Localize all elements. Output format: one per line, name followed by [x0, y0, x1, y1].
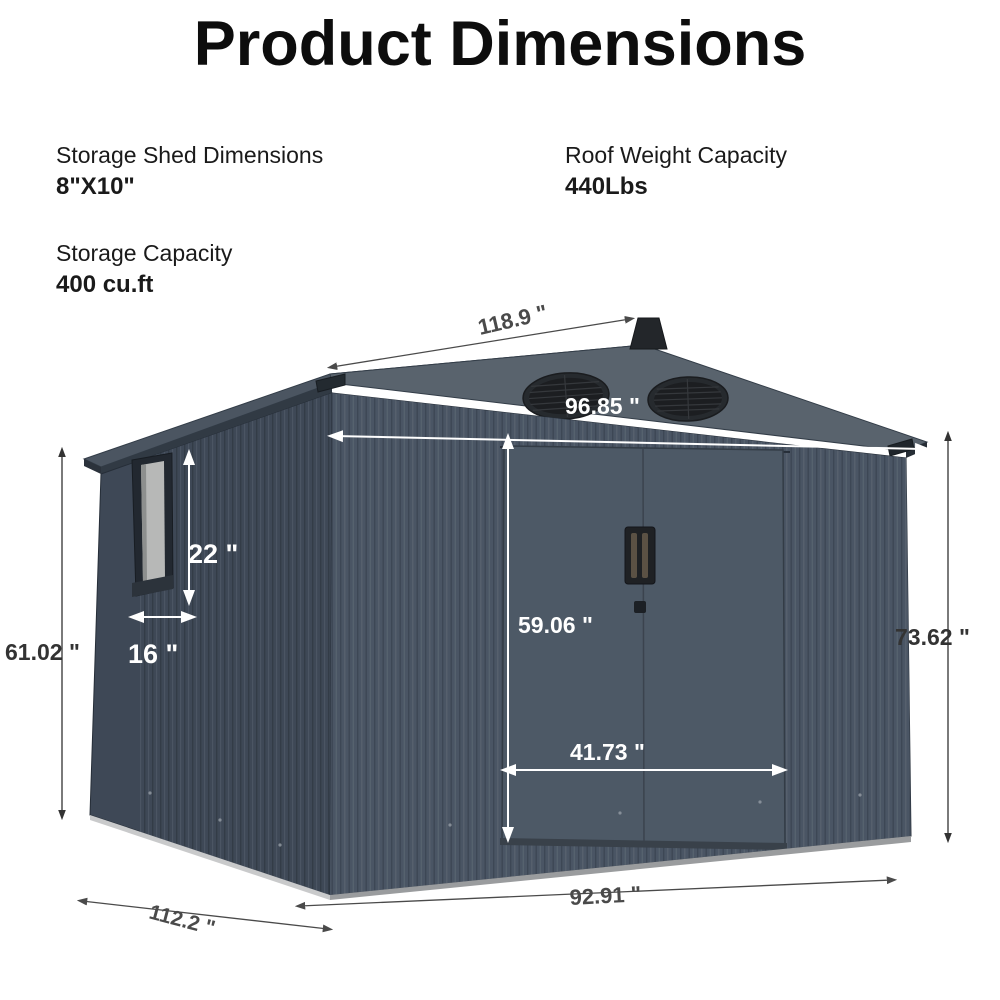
- svg-text:73.62 ": 73.62 ": [895, 624, 970, 650]
- svg-text:41.73 ": 41.73 ": [570, 739, 645, 765]
- svg-text:61.02 ": 61.02 ": [5, 639, 80, 665]
- svg-text:92.91 ": 92.91 ": [569, 881, 642, 910]
- svg-text:22 ": 22 ": [188, 539, 238, 569]
- svg-text:96.85 ": 96.85 ": [565, 393, 640, 419]
- svg-text:16 ": 16 ": [128, 639, 178, 669]
- svg-text:59.06 ": 59.06 ": [518, 612, 593, 638]
- svg-text:112.2 ": 112.2 ": [147, 901, 218, 941]
